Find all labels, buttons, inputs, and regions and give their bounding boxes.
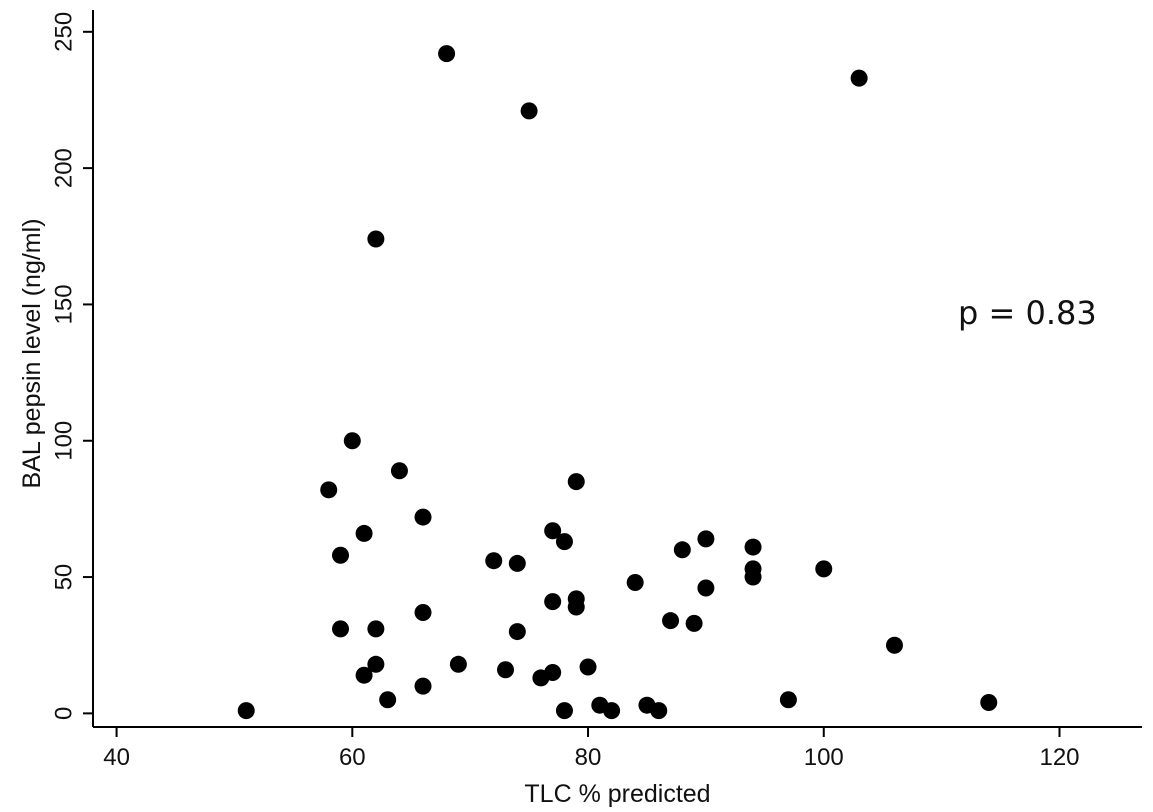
y-tick-label: 200	[50, 148, 77, 188]
data-point	[485, 552, 503, 570]
data-point	[544, 663, 562, 681]
data-point	[697, 530, 715, 548]
x-axis: 40 60 80 100 120	[93, 726, 1142, 771]
y-tick-label: 100	[50, 421, 77, 461]
data-point	[662, 612, 680, 630]
data-point	[555, 702, 573, 720]
data-point	[673, 541, 691, 559]
data-point	[885, 636, 903, 654]
data-point	[697, 579, 715, 597]
data-point	[744, 538, 762, 556]
data-point	[579, 658, 597, 676]
data-point	[815, 560, 833, 578]
data-point	[508, 623, 526, 641]
data-point	[320, 481, 338, 499]
data-point	[355, 524, 373, 542]
y-tick-label: 250	[50, 12, 77, 52]
data-point	[332, 620, 350, 638]
data-point	[237, 702, 255, 720]
data-point	[520, 102, 538, 120]
data-point	[367, 620, 385, 638]
x-axis-title: TLC % predicted	[524, 780, 710, 808]
data-point	[355, 666, 373, 684]
y-tick-label: 50	[50, 564, 77, 591]
y-axis-title: BAL pepsin level (ng/ml)	[18, 218, 46, 488]
x-tick-label: 120	[1039, 744, 1079, 771]
data-points	[237, 45, 998, 720]
x-tick-label: 60	[339, 744, 366, 771]
y-tick-label: 150	[50, 284, 77, 324]
data-point	[626, 574, 644, 592]
data-point	[367, 230, 385, 248]
data-point	[414, 603, 432, 621]
data-point	[414, 508, 432, 526]
y-axis: 0 50 100 150 200 250	[50, 10, 94, 727]
x-tick-label: 100	[804, 744, 844, 771]
data-point	[544, 593, 562, 611]
data-point	[379, 691, 397, 709]
x-tick-label: 40	[103, 744, 130, 771]
p-value-annotation: p = 0.83	[958, 294, 1097, 332]
y-tick-label: 0	[50, 707, 77, 720]
data-point	[980, 693, 998, 711]
data-point	[390, 462, 408, 480]
data-point	[567, 598, 585, 616]
x-tick-label: 80	[575, 744, 602, 771]
data-point	[555, 533, 573, 551]
data-point	[332, 546, 350, 564]
data-point	[567, 473, 585, 491]
data-point	[850, 69, 868, 87]
data-point	[603, 702, 621, 720]
data-point	[779, 691, 797, 709]
data-point	[508, 554, 526, 572]
data-point	[343, 432, 361, 450]
data-point	[367, 655, 385, 673]
data-point	[650, 702, 668, 720]
data-point	[685, 614, 703, 632]
data-point	[497, 661, 515, 679]
data-point	[544, 522, 562, 540]
data-point	[449, 655, 467, 673]
data-point	[744, 568, 762, 586]
data-point	[438, 45, 456, 63]
data-point	[414, 677, 432, 695]
